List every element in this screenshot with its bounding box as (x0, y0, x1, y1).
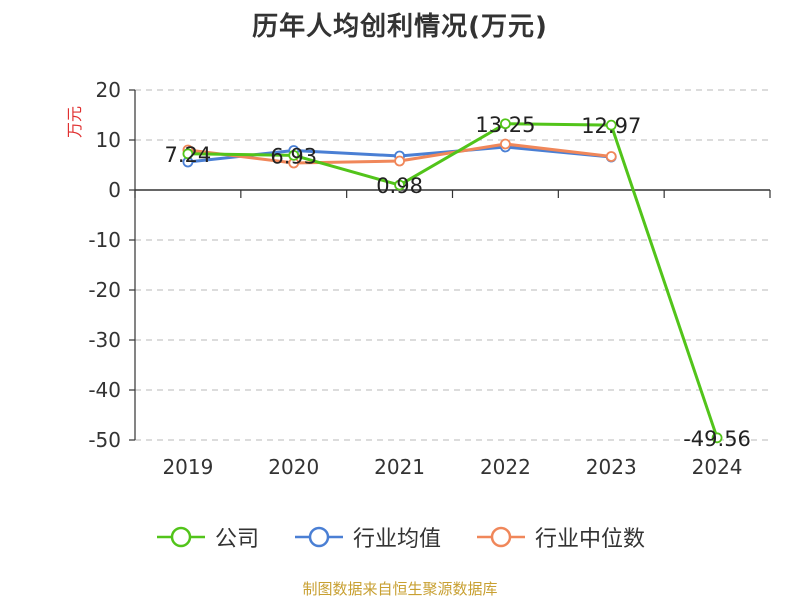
x-tick-label: 2024 (692, 455, 743, 479)
data-point (605, 151, 617, 162)
legend-marker-company (156, 526, 205, 548)
data-label: 12.97 (581, 114, 641, 138)
x-tick-label: 2022 (480, 455, 531, 479)
data-label: 0.98 (376, 174, 423, 198)
x-tick-label: 2020 (268, 455, 319, 479)
legend-item-industry-mean[interactable]: 行业均值 (293, 521, 441, 553)
y-tick-label: -40 (88, 378, 121, 402)
data-point (500, 138, 511, 150)
y-tick-label: -30 (88, 328, 121, 352)
y-tick-label: -50 (88, 428, 121, 452)
y-tick-label: -20 (88, 278, 121, 302)
y-tick-label: 10 (96, 128, 121, 152)
chart-title: 历年人均创利情况(万元) (252, 12, 548, 42)
data-point (394, 155, 405, 167)
y-tick-label: 20 (96, 78, 121, 102)
y-tick-label: 0 (108, 178, 121, 202)
data-label: -49.56 (683, 427, 751, 451)
x-tick-label: 2019 (162, 455, 213, 479)
legend-marker-industry-mean (294, 526, 343, 548)
legend-label-industry-mean: 行业均值 (352, 527, 441, 552)
data-point (711, 432, 723, 444)
series-line (187, 122, 719, 439)
legend-label-industry-median: 行业中位数 (535, 527, 646, 552)
data-point (500, 118, 511, 130)
legend-marker-industry-median (477, 526, 525, 548)
chart-legend: 公司 行业均值 行业中位数 (0, 521, 800, 553)
data-label: 6.93 (270, 144, 317, 168)
legend-label-company: 公司 (214, 527, 259, 552)
x-tick-label: 2021 (374, 455, 425, 479)
legend-item-industry-median[interactable]: 行业中位数 (475, 521, 645, 553)
source-note: 制图数据来自恒生聚源数据库 (302, 580, 498, 598)
x-tick-label: 2023 (586, 455, 637, 479)
legend-item-company[interactable]: 公司 (155, 521, 259, 553)
data-point (605, 119, 617, 131)
y-tick-label: -10 (88, 228, 121, 252)
data-point (394, 179, 405, 191)
y-axis-label: 万元 (65, 106, 84, 138)
data-point (288, 149, 300, 161)
data-label: 7.24 (165, 143, 212, 167)
data-point (182, 148, 194, 160)
data-label: 13.25 (475, 113, 535, 137)
